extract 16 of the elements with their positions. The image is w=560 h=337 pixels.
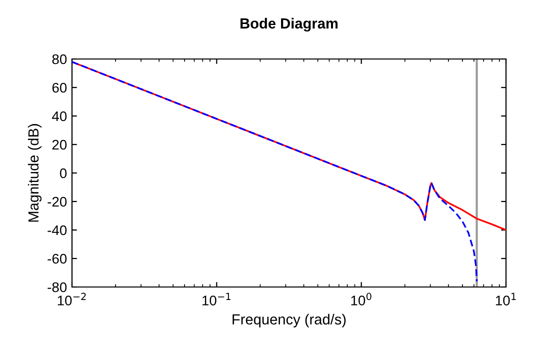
y-tick-label: -80 [48,282,67,292]
x-tick-label: 10$^{−2}$ [58,292,86,306]
x-tick-label: 10$^{0}$ [351,292,372,306]
y-tick-label: 80 [52,54,67,64]
x-tick-label: 10$^{1}$ [496,292,516,306]
y-tick-label: 0 [60,168,67,178]
x-axis-title: Frequency (rad/s) [232,314,346,328]
y-tick-label: 40 [52,111,67,122]
y-tick-label: -20 [48,196,67,207]
y-tick-label: -40 [48,225,67,236]
y-tick-label: -60 [48,254,67,264]
x-tick-label: 10$^{−1}$ [202,292,230,306]
y-axis-title: Magnitude (dB) [28,124,42,222]
chart-title: Bode Diagram [240,18,338,32]
y-tick-label: 20 [52,140,67,150]
y-tick-label: 60 [52,82,67,93]
